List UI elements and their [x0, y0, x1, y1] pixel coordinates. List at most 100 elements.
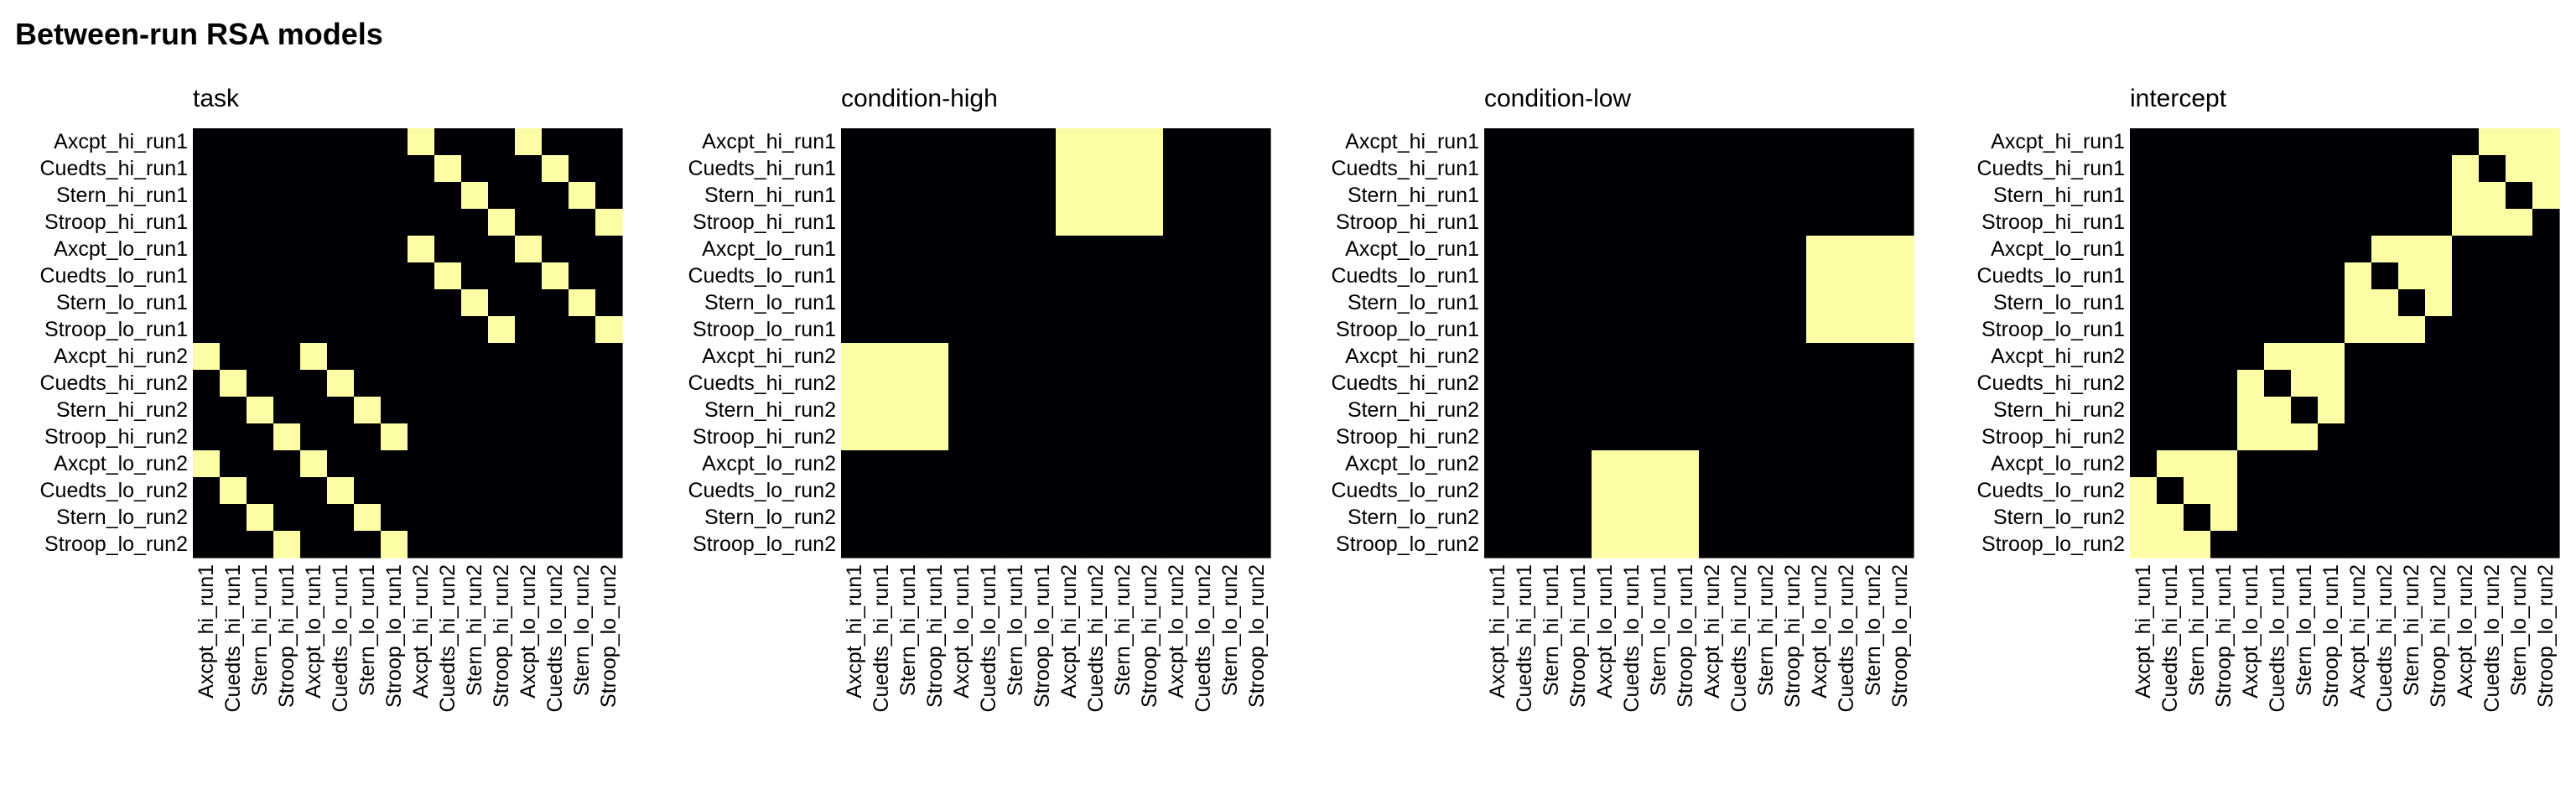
heatmap-cell	[354, 289, 382, 317]
heatmap-cell	[1190, 262, 1218, 290]
heatmap-cell	[1860, 209, 1888, 236]
heatmap-cell	[2452, 397, 2480, 424]
heatmap-cell	[1753, 289, 1780, 317]
heatmap-cell	[2184, 531, 2211, 558]
heatmap-cell	[220, 209, 247, 236]
heatmap-cell	[1083, 450, 1110, 478]
row-tick-label: Axcpt_lo_run2	[1345, 452, 1479, 475]
heatmap-cell	[1699, 504, 1727, 532]
heatmap-cell	[1109, 209, 1137, 236]
heatmap-cell	[1136, 370, 1164, 397]
heatmap-cell	[1726, 289, 1753, 317]
row-tick-label: Axcpt_hi_run1	[702, 130, 836, 153]
heatmap-cell	[569, 477, 596, 505]
heatmap-cell	[948, 531, 976, 558]
heatmap-cell	[1645, 531, 1673, 558]
column-tick-label: Axcpt_lo_run1	[1593, 564, 1617, 699]
heatmap-cell	[1484, 477, 1512, 505]
heatmap-cell	[1511, 128, 1539, 156]
heatmap-cell	[1726, 236, 1753, 263]
heatmap-cell	[488, 289, 516, 317]
heatmap-cell	[2425, 504, 2453, 532]
column-tick-label: Stern_hi_run2	[463, 564, 486, 696]
figure-title: Between-run RSA models	[15, 17, 383, 51]
heatmap-cell	[948, 423, 976, 451]
heatmap-cell	[569, 504, 596, 532]
heatmap-cell	[515, 397, 543, 424]
heatmap-cell	[1860, 289, 1888, 317]
heatmap-cell	[1887, 128, 1914, 156]
heatmap-cell	[922, 128, 949, 156]
heatmap-cell	[1672, 262, 1700, 290]
heatmap-cell	[1779, 182, 1807, 210]
heatmap-cell	[1217, 531, 1244, 558]
heatmap-cell	[488, 531, 516, 558]
heatmap-cell	[273, 236, 301, 263]
heatmap-cell	[1860, 477, 1888, 505]
row-tick-label: Cuedts_hi_run2	[1331, 371, 1479, 395]
heatmap-cell	[595, 128, 623, 156]
heatmap-cell	[1109, 155, 1137, 183]
heatmap-cell	[1029, 423, 1057, 451]
heatmap-cell	[1887, 477, 1914, 505]
heatmap-cell	[2210, 316, 2238, 344]
heatmap-cell	[2506, 209, 2533, 236]
heatmap-cell	[247, 236, 274, 263]
panel-title: condition-high	[841, 85, 998, 112]
heatmap-cell	[381, 504, 408, 532]
heatmap-cell	[193, 397, 221, 424]
heatmap-cell	[2210, 236, 2238, 263]
heatmap-cell	[595, 316, 623, 344]
heatmap-cell	[1860, 182, 1888, 210]
heatmap-cell	[542, 450, 569, 478]
heatmap-cell	[2425, 343, 2453, 371]
heatmap-cell	[2425, 531, 2453, 558]
heatmap-cell	[1860, 128, 1888, 156]
row-tick-label: Stern_lo_run2	[704, 506, 836, 529]
heatmap-cell	[2184, 343, 2211, 371]
heatmap-cell	[1244, 343, 1271, 371]
heatmap-cell	[408, 477, 435, 505]
heatmap-cell	[1726, 450, 1753, 478]
heatmap-cell	[595, 155, 623, 183]
heatmap-cell	[2210, 289, 2238, 317]
heatmap-cell	[1618, 289, 1646, 317]
heatmap-cell	[2345, 423, 2372, 451]
heatmap-cell	[1056, 289, 1083, 317]
heatmap-cell	[1002, 343, 1030, 371]
heatmap-cell	[515, 531, 543, 558]
heatmap-cell	[1672, 450, 1700, 478]
column-tick-label: Stern_hi_run1	[2185, 564, 2209, 696]
heatmap-cell	[841, 182, 869, 210]
column-tick-label: Cuedts_hi_run2	[1084, 564, 1108, 713]
heatmap-cell	[2425, 450, 2453, 478]
row-tick-label: Stern_hi_run2	[1348, 398, 1479, 422]
heatmap-cell	[515, 423, 543, 451]
column-tick-label: Stroop_hi_run1	[2212, 564, 2236, 708]
heatmap-cell	[2532, 155, 2560, 183]
heatmap-cell	[1565, 289, 1592, 317]
column-tick-label: Stroop_hi_run1	[275, 564, 299, 708]
heatmap-cell	[1779, 289, 1807, 317]
column-tick-label: Stern_lo_run1	[1004, 564, 1027, 696]
heatmap-cell	[975, 450, 1003, 478]
column-tick-label: Cuedts_hi_run1	[1513, 564, 1536, 713]
heatmap-cell	[868, 343, 896, 371]
heatmap-cell	[542, 209, 569, 236]
heatmap-cell	[1190, 343, 1218, 371]
heatmap-cell	[408, 450, 435, 478]
heatmap-cell	[1163, 236, 1191, 263]
heatmap-cell	[2506, 289, 2533, 317]
row-tick-label: Axcpt_hi_run1	[1345, 130, 1479, 153]
heatmap-cell	[1833, 343, 1861, 371]
column-tick-label: Axcpt_lo_run1	[2239, 564, 2262, 699]
heatmap-cell	[542, 397, 569, 424]
heatmap-cell	[1645, 397, 1673, 424]
heatmap-cell	[1592, 450, 1619, 478]
heatmap-cell	[300, 397, 328, 424]
heatmap-cell	[1163, 423, 1191, 451]
heatmap-cell	[1726, 182, 1753, 210]
heatmap-cell	[2318, 504, 2345, 532]
heatmap-cell	[247, 209, 274, 236]
heatmap-cell	[1672, 504, 1700, 532]
